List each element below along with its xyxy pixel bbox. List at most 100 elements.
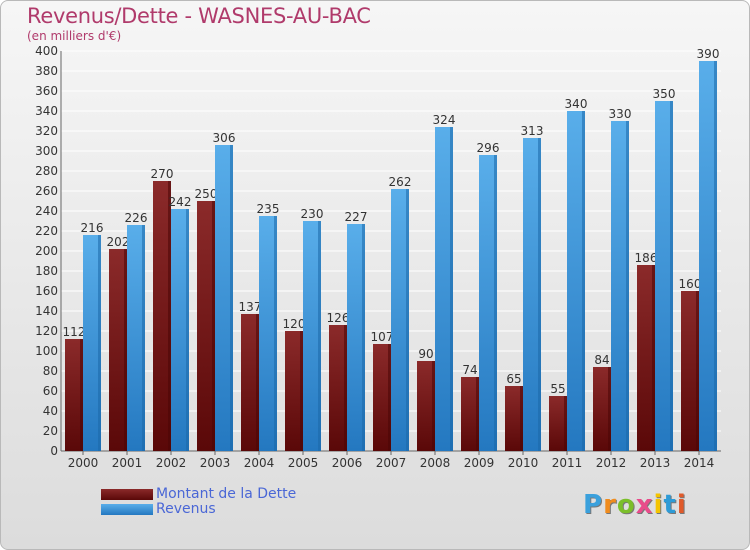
y-tick-label: 20 [43, 424, 58, 438]
data-label: 126 [327, 311, 350, 325]
x-tick-label: 2002 [156, 456, 187, 470]
bar-revenus [523, 138, 541, 451]
data-label: 160 [679, 277, 702, 291]
bar-dette [329, 325, 347, 451]
y-tick-label: 380 [35, 64, 58, 78]
y-tick-label: 240 [35, 204, 58, 218]
bar-shade [608, 367, 611, 451]
bar-dette [241, 314, 259, 451]
data-label: 186 [635, 251, 658, 265]
x-tick-label: 2004 [244, 456, 275, 470]
bar-revenus [567, 111, 585, 451]
bar-shade [168, 181, 171, 451]
y-tick-label: 280 [35, 164, 58, 178]
data-label: 112 [63, 325, 86, 339]
bar-dette [285, 331, 303, 451]
legend-swatch-revenus [101, 504, 153, 515]
bar-dette [505, 386, 523, 451]
x-tick-label: 2006 [332, 456, 363, 470]
y-tick-label: 340 [35, 104, 58, 118]
x-tick-label: 2013 [640, 456, 671, 470]
bar-revenus [391, 189, 409, 451]
y-tick-label: 360 [35, 84, 58, 98]
bar-revenus [347, 224, 365, 451]
x-tick-label: 2014 [684, 456, 715, 470]
bar-revenus [259, 216, 277, 451]
proxiti-logo: Proxiti [583, 490, 687, 520]
chart-subtitle: (en milliers d'€) [27, 29, 122, 43]
x-tick-label: 2000 [68, 456, 99, 470]
bar-shade [318, 221, 321, 451]
data-label: 55 [550, 382, 565, 396]
data-label: 313 [521, 124, 544, 138]
data-label: 107 [371, 330, 394, 344]
y-tick-label: 300 [35, 144, 58, 158]
bar-shade [450, 127, 453, 451]
data-label: 390 [697, 47, 720, 61]
bar-revenus [171, 209, 189, 451]
bar-shade [230, 145, 233, 451]
bar-shade [98, 235, 101, 451]
data-label: 350 [653, 87, 676, 101]
data-label: 84 [594, 353, 609, 367]
bar-shade [388, 344, 391, 451]
data-label: 296 [477, 141, 500, 155]
data-label: 250 [195, 187, 218, 201]
y-tick-label: 200 [35, 244, 58, 258]
x-tick-label: 2010 [508, 456, 539, 470]
data-label: 340 [565, 97, 588, 111]
y-tick-label: 100 [35, 344, 58, 358]
bar-shade [714, 61, 717, 451]
y-tick-label: 80 [43, 364, 58, 378]
bar-dette [637, 265, 655, 451]
bar-dette [197, 201, 215, 451]
x-tick-label: 2012 [596, 456, 627, 470]
data-label: 235 [257, 202, 280, 216]
data-label: 330 [609, 107, 632, 121]
bar-dette [153, 181, 171, 451]
data-label: 226 [125, 211, 148, 225]
bar-dette [549, 396, 567, 451]
x-tick-label: 2005 [288, 456, 319, 470]
bar-dette [593, 367, 611, 451]
bar-revenus [83, 235, 101, 451]
bar-shade [626, 121, 629, 451]
y-tick-label: 180 [35, 264, 58, 278]
y-tick-label: 120 [35, 324, 58, 338]
data-label: 216 [81, 221, 104, 235]
bar-revenus [435, 127, 453, 451]
bar-shade [538, 138, 541, 451]
chart-title: Revenus/Dette - WASNES-AU-BAC [27, 4, 371, 28]
bar-dette [461, 377, 479, 451]
y-tick-label: 400 [35, 44, 58, 58]
bar-dette [109, 249, 127, 451]
bar-shade [256, 314, 259, 451]
bar-shade [476, 377, 479, 451]
legend-label-revenus: Revenus [156, 501, 216, 517]
bar-shade [406, 189, 409, 451]
data-label: 270 [151, 167, 174, 181]
bar-revenus [655, 101, 673, 451]
bar-revenus [127, 225, 145, 451]
bar-shade [582, 111, 585, 451]
bar-shade [432, 361, 435, 451]
x-tick-label: 2007 [376, 456, 407, 470]
bar-shade [300, 331, 303, 451]
x-tick-label: 2001 [112, 456, 143, 470]
y-tick-label: 0 [50, 444, 58, 458]
bar-shade [80, 339, 83, 451]
bar-dette [681, 291, 699, 451]
data-label: 74 [462, 363, 477, 377]
data-label: 227 [345, 210, 368, 224]
bar-dette [65, 339, 83, 451]
bar-dette [373, 344, 391, 451]
x-tick-label: 2009 [464, 456, 495, 470]
data-label: 120 [283, 317, 306, 331]
y-tick-label: 60 [43, 384, 58, 398]
y-tick-label: 40 [43, 404, 58, 418]
bar-revenus [303, 221, 321, 451]
data-label: 324 [433, 113, 456, 127]
bar-shade [362, 224, 365, 451]
